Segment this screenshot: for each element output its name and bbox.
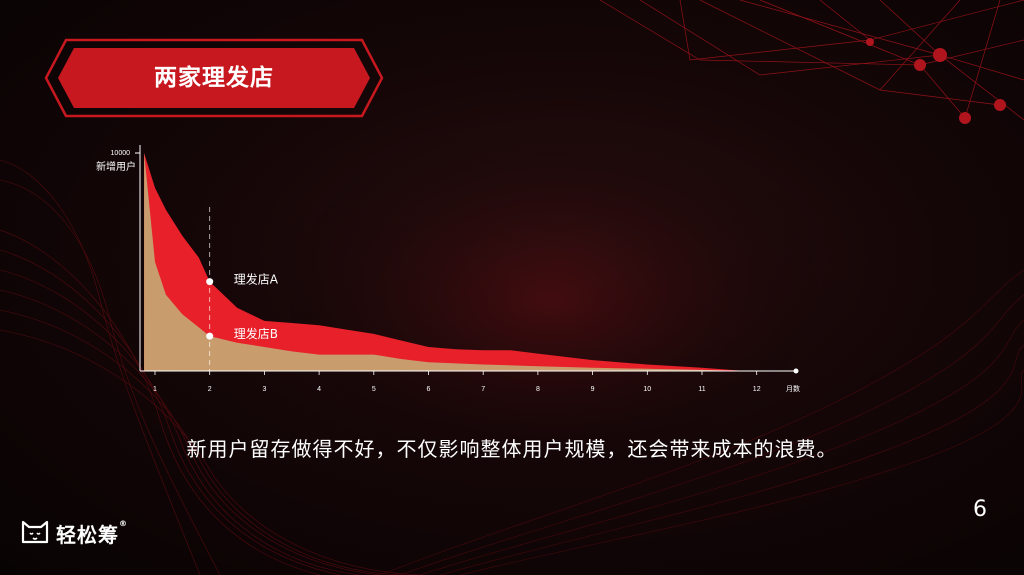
x-tick-label-10: 10 [643,386,651,393]
center-glow [250,120,850,480]
x-tick-label-9: 9 [591,386,595,393]
annotation-label-a: 理发店A [234,272,279,287]
slide-title: 两家理发店 [154,65,274,91]
brand-logo: 轻松筹® [20,515,128,551]
network-nodes [866,38,1006,124]
cat-face-icon [21,520,49,544]
slide-caption: 新用户留存做得不好，不仅影响整体用户规模，还会带来成本的浪费。 [186,437,838,461]
x-tick-label-7: 7 [481,386,485,393]
x-tick-label-1: 1 [153,386,157,393]
annotation-dot-a [206,278,214,286]
x-tick-label-3: 3 [262,386,266,393]
annotation-label-b: 理发店B [234,326,278,341]
wave-lines-right [379,269,1024,575]
x-tick-label-4: 4 [317,386,321,393]
registered-mark: ® [119,518,128,528]
x-tick-label-8: 8 [536,386,540,393]
x-tick-label-12: 12 [753,386,761,393]
logo-text: 轻松筹® [56,519,128,548]
x-tick-label-6: 6 [427,386,431,393]
x-axis-label: 月数 [786,384,800,393]
y-max-label: 10000 [111,150,131,157]
x-tick-label-11: 11 [698,386,705,393]
x-tick-label-5: 5 [372,386,376,393]
wave-lines-left [0,159,421,575]
y-axis-label: 新增用户 [96,160,136,173]
x-tick-label-2: 2 [208,386,212,393]
series-area-b [144,153,746,371]
page-number: 6 [973,497,987,522]
x-axis-end-dot [793,368,799,374]
logo-wordmark: 轻松筹 [56,522,119,547]
title-banner [44,38,384,118]
annotation-dot-b [206,332,214,340]
